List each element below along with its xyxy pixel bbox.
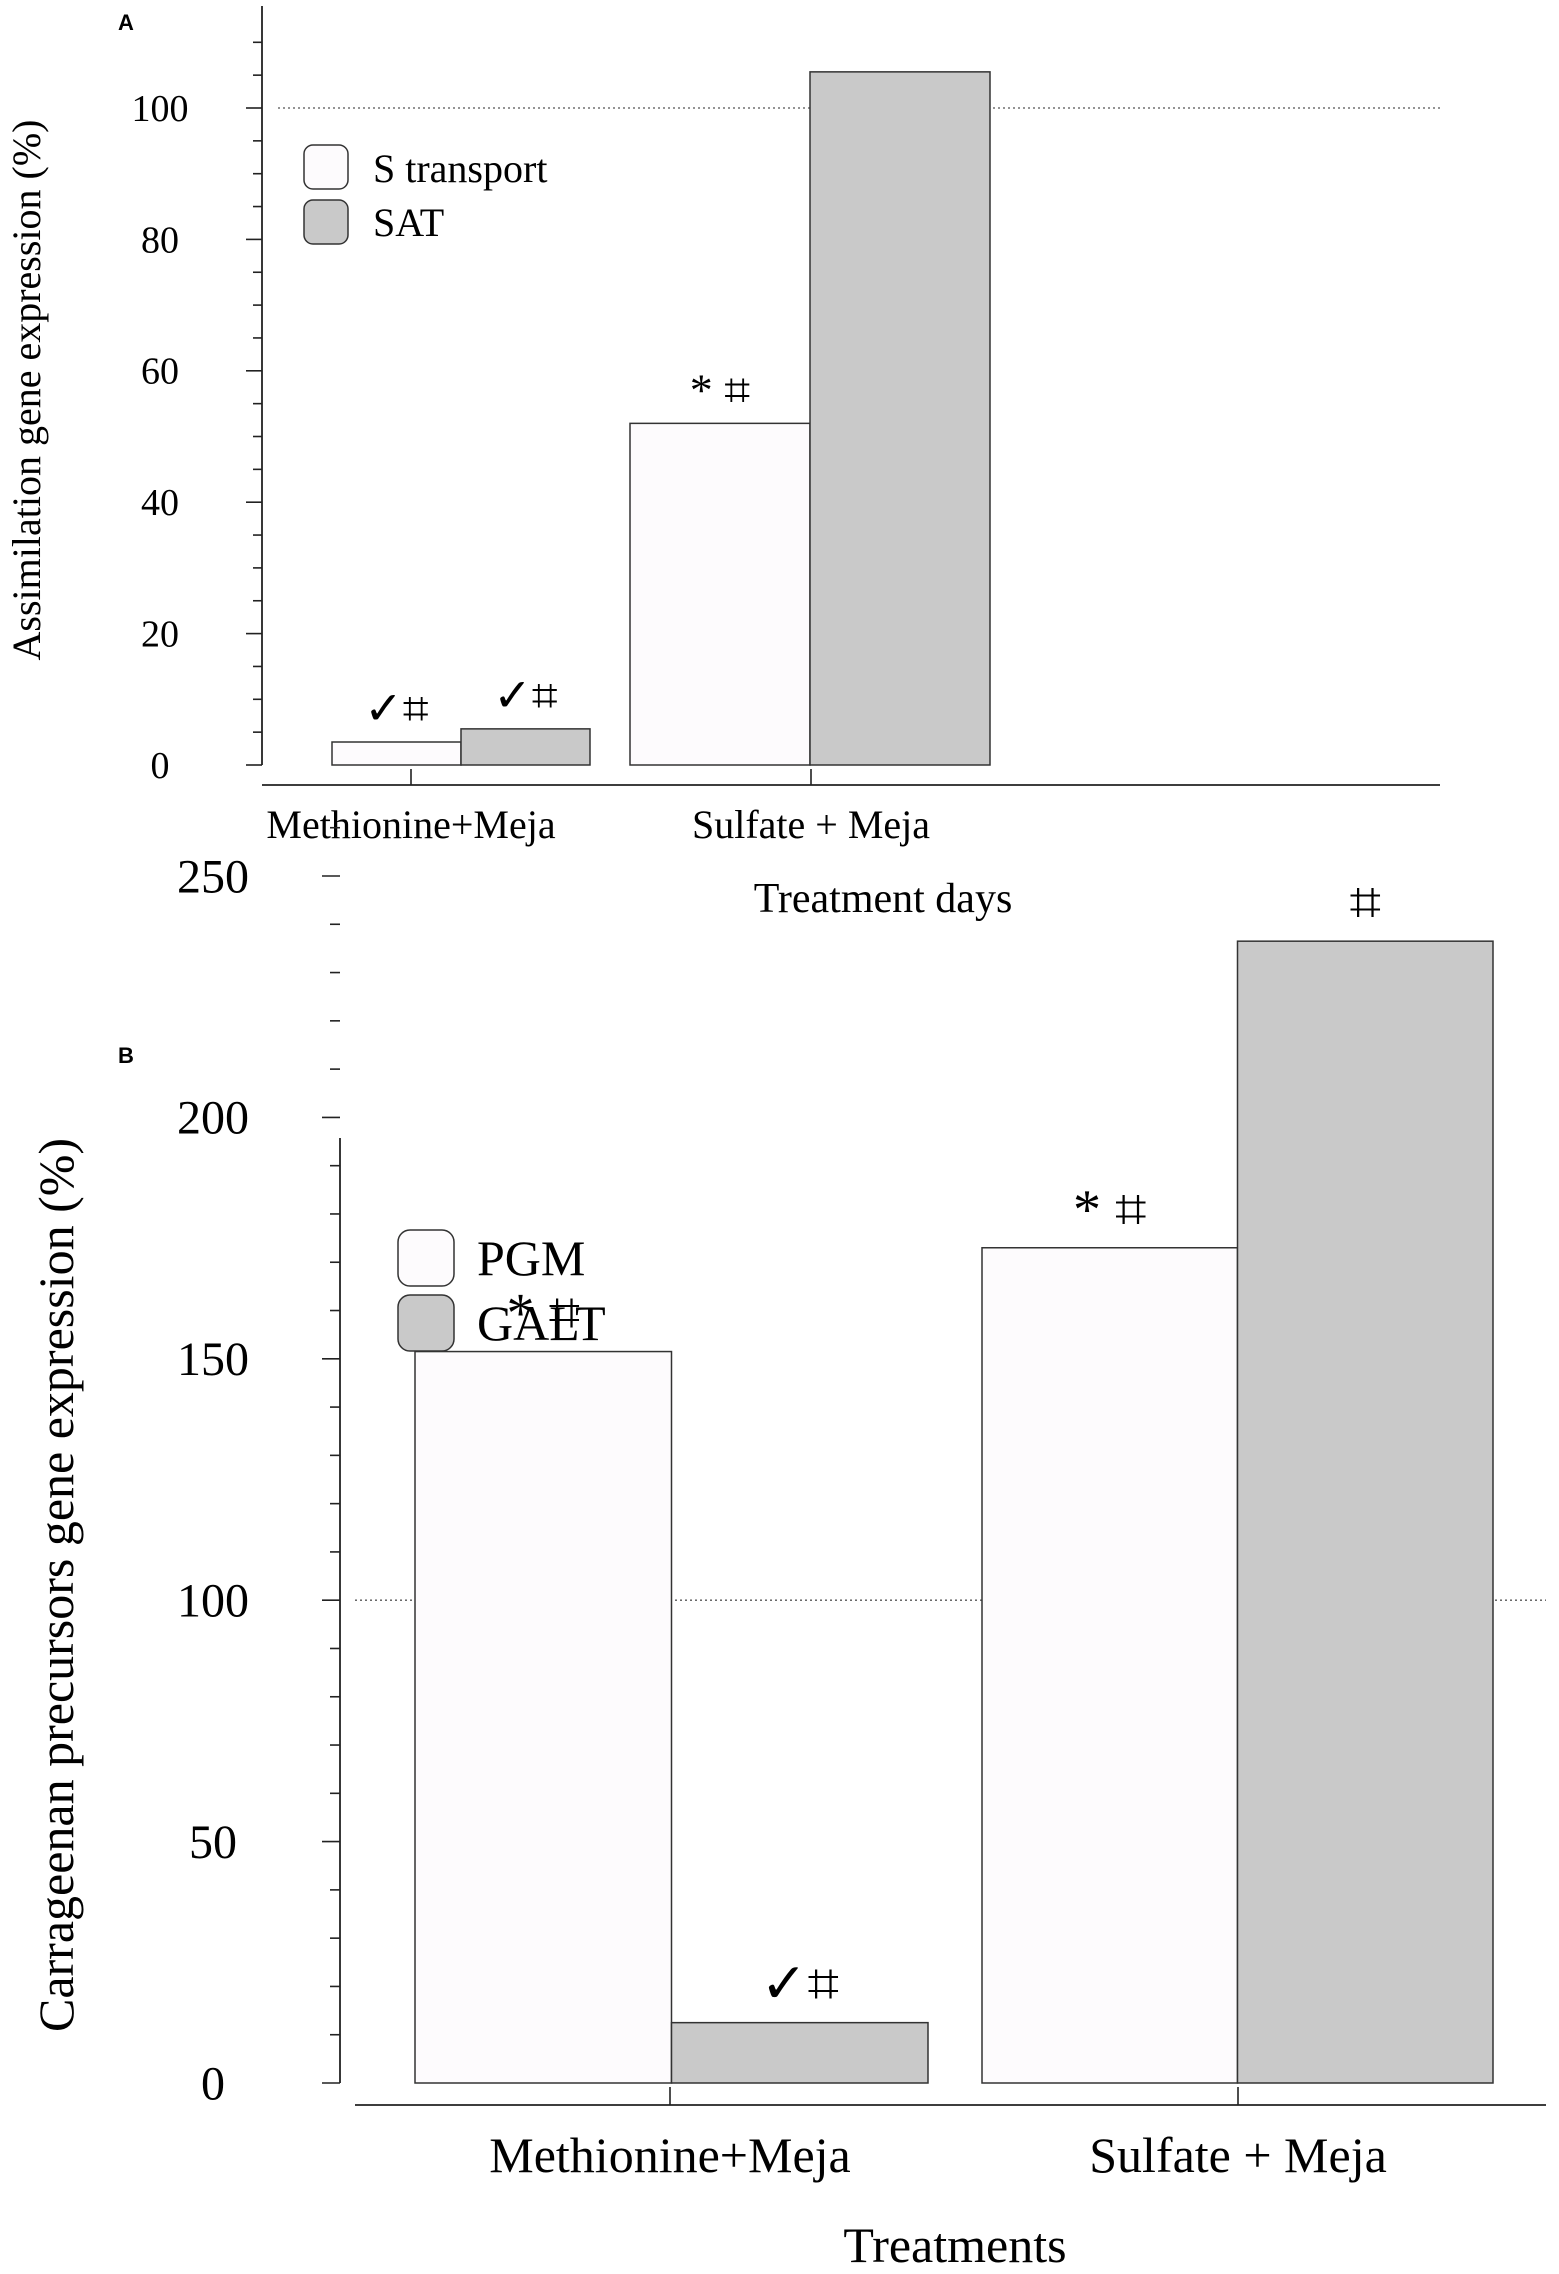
panel-b-legend-label-galt: GALT [477, 1295, 606, 1351]
significance-annotation: ✓⌗ [493, 670, 558, 721]
bar-s-transport-methionine-meja [331, 741, 462, 766]
significance-annotation: ⌗ [1349, 872, 1381, 934]
x-category-label: Methionine+Meja [489, 2127, 850, 2183]
bar-galt-sulfate-meja [1236, 940, 1494, 2084]
panel-b-legend-swatch-galt [397, 1294, 455, 1352]
panel-a-annotations: ✓⌗ ✓⌗ * ⌗ [364, 364, 750, 734]
y-tick-label-100: 100 [177, 1575, 249, 1628]
y-tick-label-20: 20 [141, 614, 179, 656]
significance-annotation: * ⌗ [690, 364, 751, 415]
panel-a-x-ticks: Methionine+Meja Sulfate + Meja [266, 769, 930, 847]
panel-a-legend-label-s-transport: S transport [373, 146, 547, 191]
panel-b-y-axis-label: Carrageenan precursors gene expression (… [28, 1138, 84, 2032]
y-tick-label-50: 50 [189, 1816, 237, 1869]
bar-pgm-sulfate-meja [981, 1247, 1239, 2084]
y-tick-label-60: 60 [141, 351, 179, 393]
y-tick-label-250: 250 [177, 850, 249, 903]
bar-pgm-methionine-meja [414, 1350, 673, 2084]
bar-galt-methionine-meja [670, 2021, 929, 2084]
bar-s-transport-sulfate-meja [629, 422, 811, 766]
panel-a-legend: S transport SAT [303, 144, 547, 245]
panel-b-legend: PGM GALT [397, 1229, 606, 1352]
panel-b-x-ticks: Methionine+Meja Sulfate + Meja [489, 2087, 1387, 2183]
panel-b-bars [414, 940, 1494, 2084]
panel-b: B * ⌗ ✓⌗ * ⌗ ⌗ 0 50 100 150 200 250 Methionine+M… [28, 826, 1546, 2273]
y-tick-label-0: 0 [151, 745, 170, 787]
y-tick-label-40: 40 [141, 482, 179, 524]
x-category-label: Sulfate + Meja [692, 802, 930, 847]
bar-sat-methionine-meja [460, 728, 591, 766]
panel-a-x-axis-label: Treatment days [754, 876, 1013, 922]
panel-a-legend-swatch-s-transport [303, 144, 349, 190]
panel-b-legend-swatch-pgm [397, 1229, 455, 1287]
significance-annotation: * ⌗ [1073, 1179, 1147, 1241]
panel-a: A ✓⌗ ✓⌗ * ⌗ 0 20 40 60 80 100 Methionine+Meja Su… [4, 6, 1440, 922]
panel-a-legend-swatch-sat [303, 199, 349, 245]
panel-b-label: B [118, 1043, 134, 1068]
panel-b-x-axis-label: Treatments [843, 2217, 1066, 2273]
panel-b-y-ticks: 0 50 100 150 200 250 [177, 826, 340, 2110]
y-tick-label-0: 0 [201, 2057, 225, 2110]
panel-a-bars [331, 71, 991, 766]
x-category-label: Methionine+Meja [266, 802, 555, 847]
bar-sat-sulfate-meja [809, 71, 991, 766]
significance-annotation: ✓⌗ [761, 1954, 839, 2016]
y-tick-label-100: 100 [132, 88, 189, 130]
significance-annotation: * ⌗ [506, 1283, 580, 1345]
panel-a-y-ticks: 0 20 40 60 80 100 [132, 41, 262, 787]
panel-b-legend-label-pgm: PGM [477, 1230, 585, 1286]
panel-a-legend-label-sat: SAT [373, 200, 444, 245]
panel-a-label: A [118, 10, 134, 35]
significance-annotation: ✓⌗ [364, 683, 429, 734]
y-tick-label-150: 150 [177, 1333, 249, 1386]
panel-a-y-axis-label: Assimilation gene expression (%) [4, 120, 49, 661]
y-tick-label-80: 80 [141, 219, 179, 261]
y-tick-label-200: 200 [177, 1092, 249, 1145]
panel-b-annotations: * ⌗ ✓⌗ * ⌗ ⌗ [506, 872, 1381, 2015]
x-category-label: Sulfate + Meja [1089, 2127, 1387, 2183]
